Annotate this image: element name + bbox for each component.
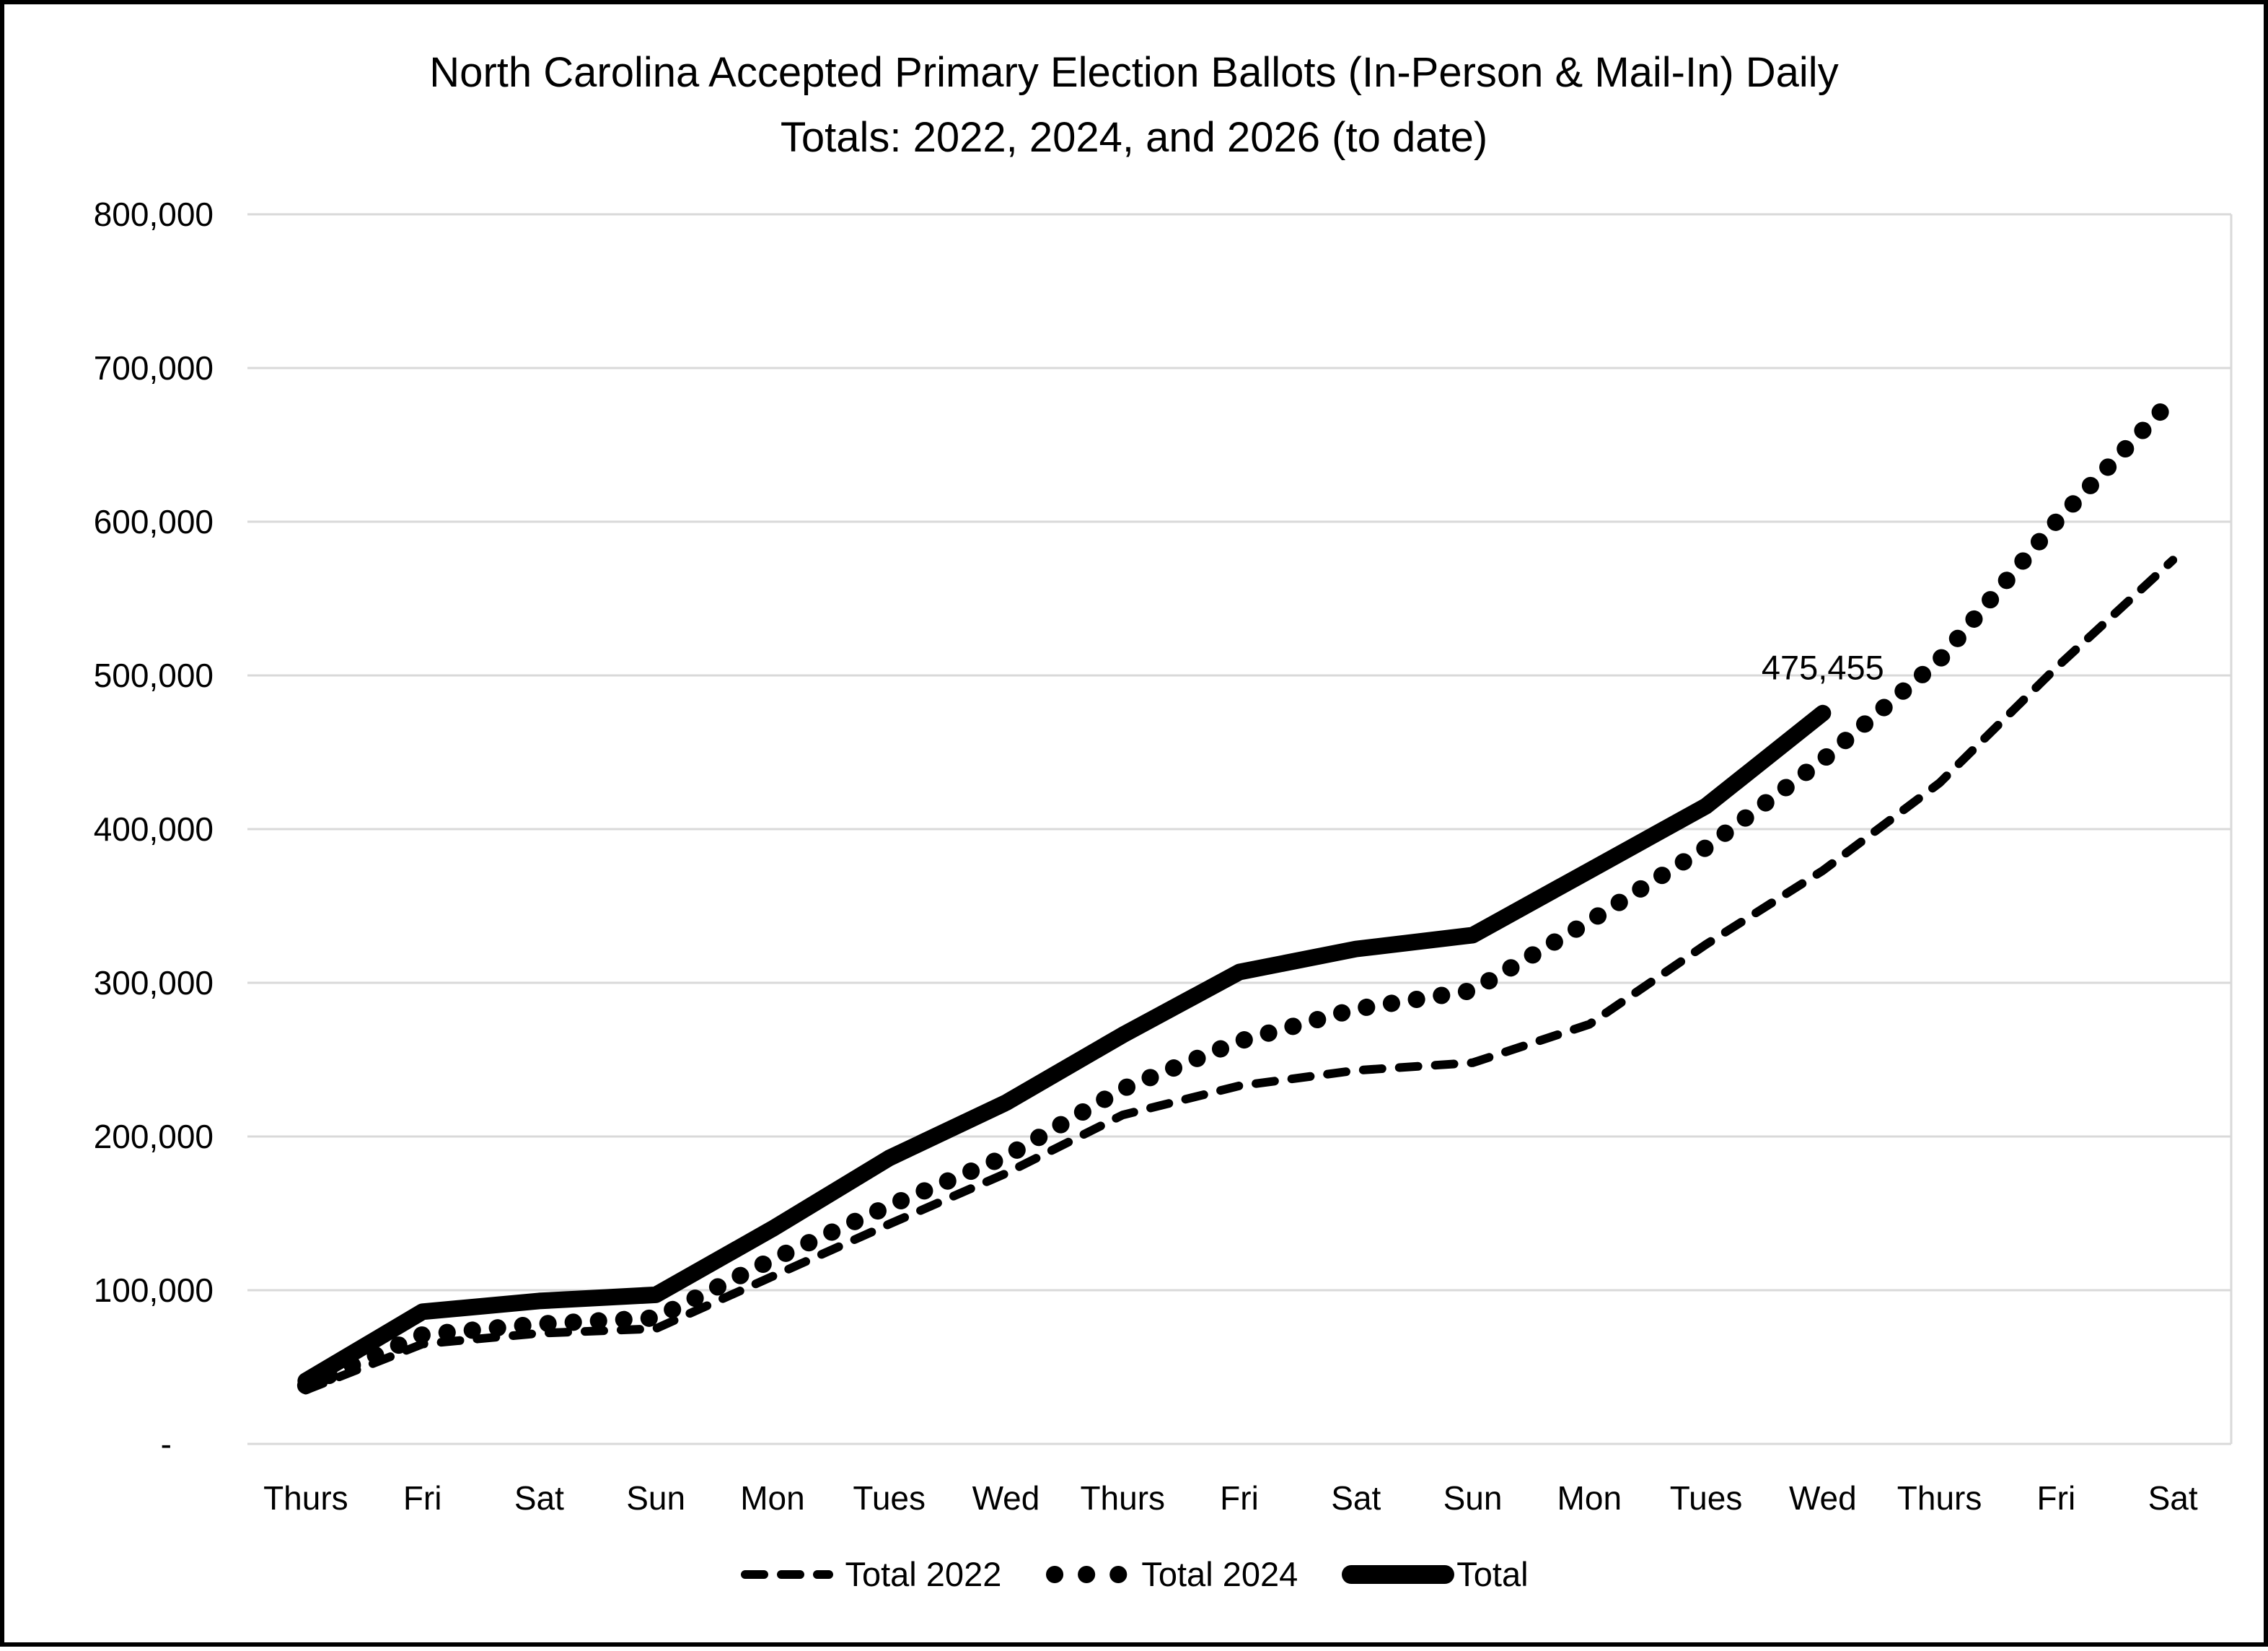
series-line-total-2022 <box>301 556 2178 1395</box>
x-axis-tick-label: Mon <box>1557 1479 1622 1517</box>
x-axis-tick-label: Wed <box>972 1479 1040 1517</box>
y-axis-tick-label: 200,000 <box>94 1118 214 1155</box>
legend-label-total: Total <box>1456 1555 1529 1593</box>
legend-label-total-2024: Total 2024 <box>1141 1555 1298 1593</box>
x-axis-tick-label: Thurs <box>1897 1479 1982 1517</box>
y-axis-tick-label: 700,000 <box>94 349 214 387</box>
x-axis-tick-label: Tues <box>1670 1479 1743 1517</box>
y-axis-tick-label: 500,000 <box>94 657 214 694</box>
x-axis-tick-label: Sat <box>2148 1479 2198 1517</box>
x-axis-tick-label: Fri <box>403 1479 442 1517</box>
y-axis-tick-label: 300,000 <box>94 964 214 1002</box>
x-axis-tick-label: Fri <box>2037 1479 2076 1517</box>
x-axis-tick-label: Sun <box>626 1479 685 1517</box>
y-axis-tick-label: - <box>161 1425 172 1463</box>
legend-item-total: Total <box>1341 1554 1529 1594</box>
chart-title-line-2: Totals: 2022, 2024, and 2026 (to date) <box>780 114 1488 161</box>
x-axis-tick-label: Sun <box>1443 1479 1503 1517</box>
legend-line-sample-solid-icon <box>1342 1564 1455 1584</box>
legend-line-sample-dashed-icon <box>741 1569 834 1579</box>
x-axis-tick-label: Thurs <box>263 1479 348 1517</box>
y-axis-tick-label: 600,000 <box>94 503 214 540</box>
legend-item-total-2024: Total 2024 <box>1045 1554 1298 1594</box>
y-axis-tick-label: 400,000 <box>94 810 214 848</box>
x-axis-tick-label: Fri <box>1220 1479 1259 1517</box>
x-axis-tick-label: Tues <box>853 1479 926 1517</box>
data-point-label: 475,455 <box>1762 648 1884 686</box>
x-axis-tick-label: Sat <box>1331 1479 1381 1517</box>
x-axis-tick-label: Thurs <box>1080 1479 1165 1517</box>
y-axis-tick-label: 800,000 <box>94 196 214 233</box>
series-line-total-2024 <box>296 390 2182 1395</box>
x-axis-tick-label: Mon <box>740 1479 804 1517</box>
legend-item-total-2022: Total 2022 <box>739 1554 1001 1594</box>
series-line-total <box>297 704 1832 1390</box>
legend-label-total-2022: Total 2022 <box>845 1555 1002 1593</box>
x-axis-tick-label: Sat <box>514 1479 564 1517</box>
legend-line-sample-dotted-icon <box>1046 1565 1132 1583</box>
legend: Total 2022 Total 2024 Total <box>4 1554 2264 1594</box>
chart-title: North Carolina Accepted Primary Election… <box>4 40 2264 170</box>
x-axis-tick-label: Wed <box>1789 1479 1857 1517</box>
chart-canvas: - 100,000 200,000 300,000 400,000 500,000 600,… <box>94 196 2233 1517</box>
chart-title-line-1: North Carolina Accepted Primary Election… <box>429 49 1839 96</box>
y-axis-tick-label: 100,000 <box>94 1271 214 1309</box>
